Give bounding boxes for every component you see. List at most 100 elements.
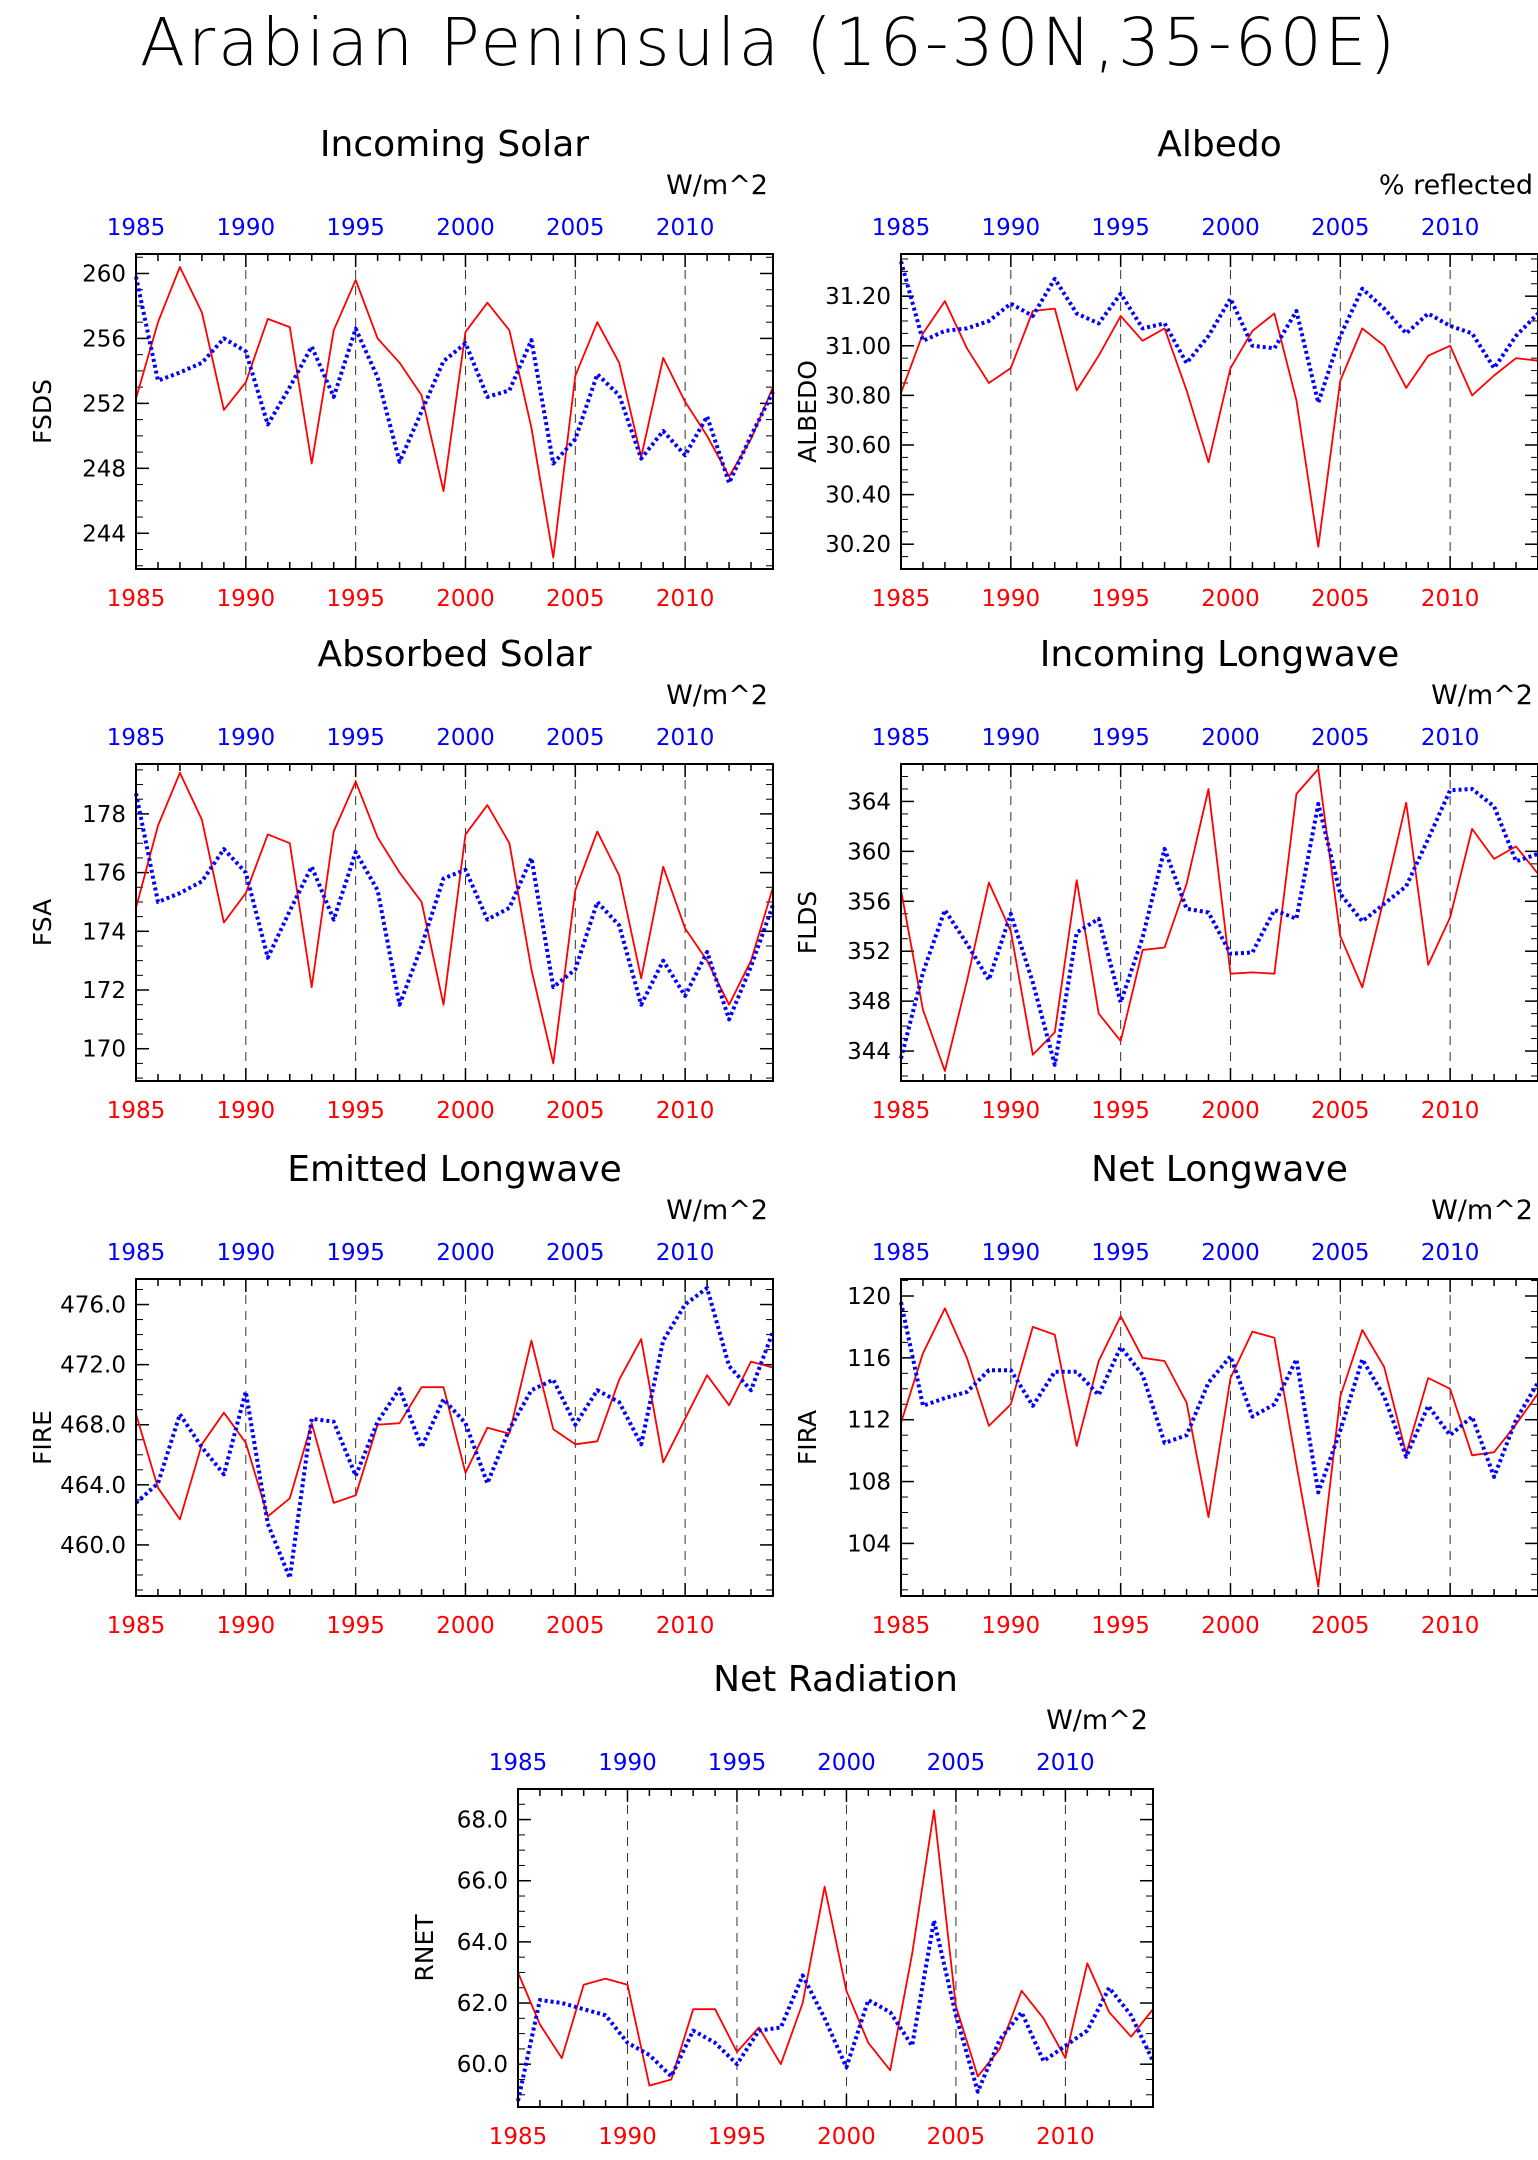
x-tick-label-bottom: 1995 [326,586,385,612]
x-tick-label-bottom: 1990 [217,586,276,612]
units-label: W/m^2 [1431,680,1533,711]
x-tick-label-top: 1995 [708,1750,767,1776]
x-tick-label-bottom: 1995 [326,1098,385,1124]
x-tick-label-top: 2010 [656,1240,715,1266]
x-tick-label-bottom: 2000 [1201,1613,1260,1639]
x-tick-label-top: 2005 [1311,215,1370,241]
panel-5: Emitted Longwave W/m^2 1985 1985 1990 1990 199… [28,1149,775,1639]
series-line-red [517,1809,1154,2087]
series-line-blue [899,1301,1538,1495]
x-tick-label-top: 2010 [656,725,715,751]
x-tick-label-top: 1995 [1091,215,1150,241]
y-tick-label: 64.0 [457,1930,508,1956]
panel-title: Net Longwave [1091,1149,1348,1190]
x-tick-label-bottom: 1985 [107,1098,166,1124]
y-tick-label: 252 [82,391,126,417]
x-tick-label-top: 1985 [107,215,166,241]
x-tick-label-bottom: 2000 [436,586,495,612]
x-tick-label-bottom: 1985 [872,586,931,612]
panel-1: Incoming Solar W/m^2 1985 1985 1990 1990 1995 1… [28,124,775,612]
x-tick-label-top: 2005 [546,725,605,751]
x-tick-label-bottom: 2010 [1421,1098,1480,1124]
x-tick-label-bottom: 2005 [1311,586,1370,612]
panel-6: Net Longwave W/m^2 1985 1985 1990 1990 1995 199… [793,1149,1538,1639]
x-tick-label-top: 2000 [436,725,495,751]
x-tick-label-top: 2010 [1421,1240,1480,1266]
x-tick-label-bottom: 1985 [489,2124,548,2150]
y-tick-label: 476.0 [60,1293,126,1319]
x-tick-label-bottom: 2000 [1201,586,1260,612]
x-tick-label-bottom: 1985 [872,1613,931,1639]
x-tick-label-top: 2010 [1421,215,1480,241]
x-tick-label-bottom: 2000 [817,2124,876,2150]
units-label: W/m^2 [666,680,768,711]
x-tick-label-bottom: 2005 [1311,1613,1370,1639]
x-tick-label-top: 1990 [217,215,276,241]
x-tick-label-top: 1990 [982,725,1041,751]
y-tick-label: 170 [82,1037,126,1063]
y-tick-label: 66.0 [457,1869,508,1895]
y-tick-label: 178 [82,802,126,828]
x-tick-label-top: 2005 [927,1750,986,1776]
y-tick-label: 30.20 [825,532,891,558]
units-label: W/m^2 [1431,1195,1533,1226]
series-line-blue [134,276,775,485]
series-line-red [900,300,1538,548]
units-label: W/m^2 [666,1195,768,1226]
x-tick-label-top: 2010 [656,215,715,241]
x-tick-label-bottom: 1990 [217,1613,276,1639]
y-tick-label: 104 [847,1531,891,1557]
series-line-red [135,771,774,1065]
x-tick-label-top: 2005 [546,1240,605,1266]
y-tick-label: 60.0 [457,2052,508,2078]
plot-frame [900,763,1538,1082]
panel-3: Absorbed Solar W/m^2 1985 1985 1990 1990 1995 1… [28,634,775,1124]
series-line-blue [134,793,775,1022]
y-tick-label: 344 [847,1039,891,1065]
x-tick-label-bottom: 2000 [1201,1098,1260,1124]
series-line-blue [516,1918,1155,2102]
plot-frame [900,1278,1538,1597]
x-tick-label-bottom: 1990 [598,2124,657,2150]
x-tick-label-bottom: 1990 [982,586,1041,612]
x-tick-label-bottom: 2005 [546,586,605,612]
x-tick-label-bottom: 2000 [436,1613,495,1639]
units-label: W/m^2 [666,170,768,201]
x-tick-label-bottom: 2010 [656,1613,715,1639]
x-tick-label-bottom: 2010 [656,586,715,612]
x-tick-label-top: 2000 [817,1750,876,1776]
y-axis-label: RNET [410,1914,439,1982]
series-line-blue [899,260,1538,405]
x-tick-label-top: 2000 [1201,725,1260,751]
y-axis-label: FSDS [28,379,57,444]
y-tick-label: 352 [847,939,891,965]
y-tick-label: 108 [847,1470,891,1496]
panel-4: Incoming Longwave W/m^2 1985 1985 1990 1990 19… [793,634,1538,1124]
panel-title: Emitted Longwave [287,1149,622,1190]
x-tick-label-top: 1990 [217,1240,276,1266]
panel-title: Albedo [1157,124,1282,165]
x-tick-label-bottom: 1990 [982,1098,1041,1124]
x-tick-label-bottom: 1995 [1091,1098,1150,1124]
y-tick-label: 256 [82,326,126,352]
y-tick-label: 68.0 [457,1808,508,1834]
x-tick-label-top: 1985 [872,725,931,751]
x-tick-label-top: 1985 [107,725,166,751]
x-tick-label-top: 2010 [1421,725,1480,751]
units-label: % reflected [1379,170,1533,201]
x-tick-label-top: 1995 [1091,725,1150,751]
x-tick-label-top: 1995 [326,725,385,751]
series-line-blue [899,787,1538,1067]
y-tick-label: 244 [82,521,126,547]
x-tick-label-bottom: 1995 [326,1613,385,1639]
y-axis-label: ALBEDO [793,360,822,463]
x-tick-label-top: 2000 [436,215,495,241]
y-tick-label: 62.0 [457,1991,508,2017]
y-tick-label: 176 [82,861,126,887]
y-tick-label: 116 [847,1346,891,1372]
x-tick-label-bottom: 1995 [1091,1613,1150,1639]
y-tick-label: 30.80 [825,383,891,409]
panel-title: Incoming Solar [320,124,589,165]
y-tick-label: 31.20 [825,284,891,310]
